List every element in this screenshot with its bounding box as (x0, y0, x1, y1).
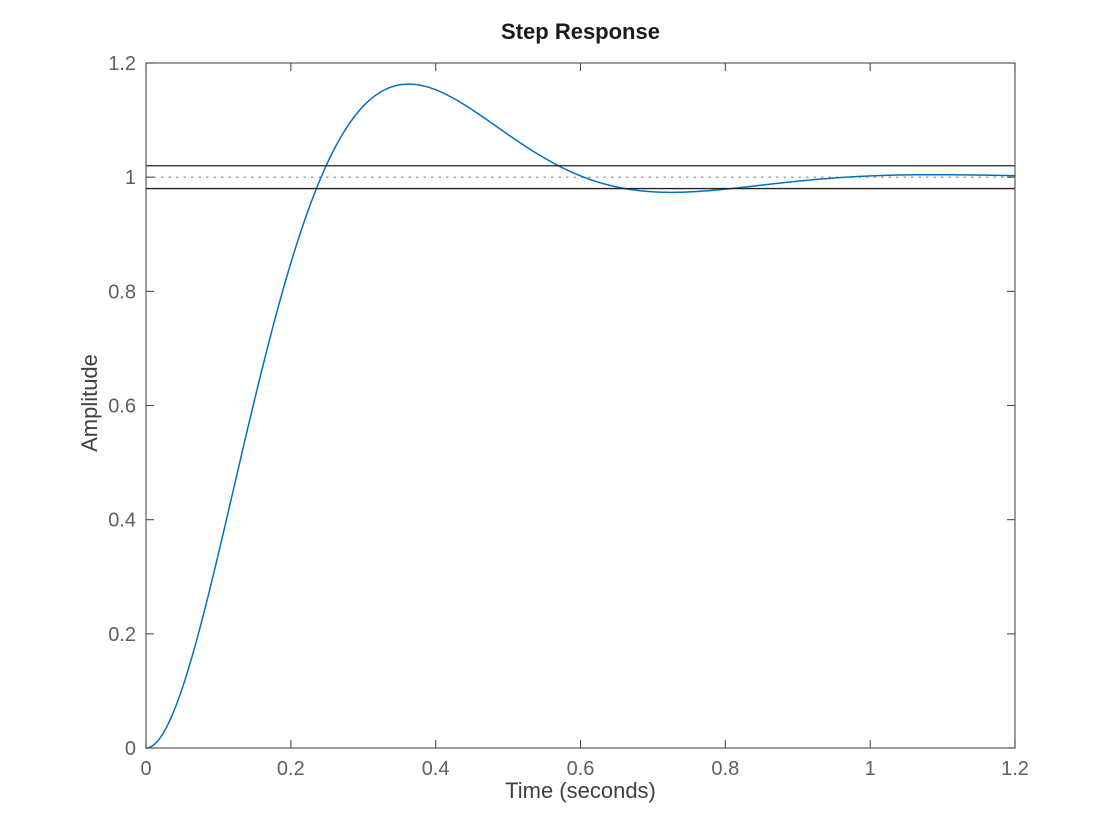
y-tick-label: 1 (125, 167, 136, 189)
x-tick-label: 0.8 (711, 758, 739, 780)
y-tick-label: 0.6 (108, 396, 136, 418)
chart-title: Step Response (501, 19, 660, 44)
y-tick-label: 0.2 (108, 624, 136, 646)
x-tick-label: 0.6 (567, 758, 595, 780)
y-tick-label: 1.2 (108, 53, 136, 75)
y-tick-label: 0 (125, 738, 136, 760)
y-tick-label: 0.4 (108, 510, 136, 532)
x-tick-label: 1.2 (1001, 758, 1029, 780)
x-tick-label: 0.4 (422, 758, 450, 780)
x-tick-label: 0.2 (277, 758, 305, 780)
y-tick-label: 0.8 (108, 281, 136, 303)
step-response-curve (145, 83, 1016, 749)
x-axis-label: Time (seconds) (505, 778, 656, 803)
x-tick-label: 1 (865, 758, 876, 780)
x-tick-label: 0 (140, 758, 151, 780)
